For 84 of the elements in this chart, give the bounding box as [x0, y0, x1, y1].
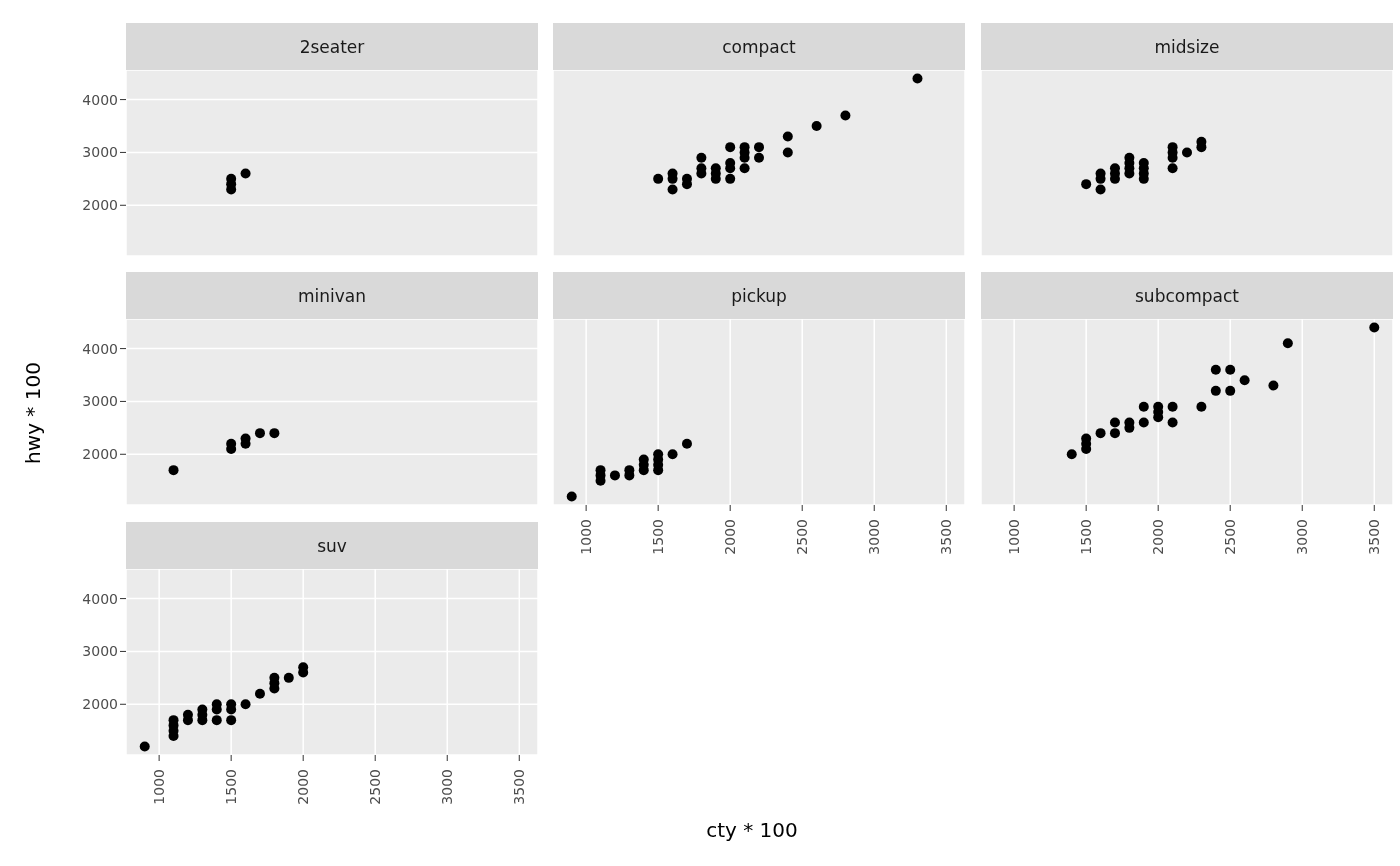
point: [566, 491, 577, 502]
x-tick-label: 3000: [439, 769, 456, 805]
point: [754, 152, 764, 163]
x-tick-label: 1000: [1006, 519, 1023, 555]
point: [269, 428, 280, 439]
x-tick-label: 1500: [650, 519, 667, 555]
point: [667, 449, 678, 460]
point: [811, 121, 822, 132]
point: [653, 173, 664, 184]
x-tick-label: 2000: [722, 519, 739, 555]
point: [1239, 375, 1250, 386]
y-tick-label: 4000: [82, 590, 118, 607]
point: [1369, 322, 1380, 333]
y-tick-label: 2000: [82, 197, 118, 214]
point: [667, 184, 678, 195]
y-tick-label: 3000: [82, 643, 118, 660]
point: [782, 131, 793, 142]
point: [1210, 385, 1221, 396]
point: [1167, 417, 1178, 428]
point: [1138, 417, 1149, 428]
point: [1109, 428, 1120, 439]
chart-title: suv: [317, 535, 347, 556]
point: [1182, 147, 1192, 158]
point: [1109, 417, 1120, 428]
x-tick-label: 3500: [511, 769, 528, 805]
chart-title: minivan: [297, 285, 367, 306]
point: [1066, 449, 1077, 460]
x-tick-label: 1500: [223, 769, 240, 805]
x-tick-label: 3500: [1366, 519, 1383, 555]
chart-title: 2seater: [299, 36, 365, 57]
y-axis-title: hwy * 100: [21, 362, 45, 464]
y-tick-label: 3000: [82, 144, 118, 161]
point: [240, 168, 251, 179]
x-tick-label: 1000: [151, 769, 168, 805]
point: [681, 438, 692, 449]
point: [725, 173, 736, 184]
x-tick-label: 3000: [866, 519, 883, 555]
point: [283, 672, 294, 683]
x-tick-label: 2500: [794, 519, 811, 555]
y-tick-label: 4000: [82, 91, 118, 108]
x-tick-label: 3500: [938, 519, 955, 555]
point: [240, 699, 251, 710]
point: [1081, 179, 1092, 190]
x-tick-label: 2500: [1222, 519, 1239, 555]
point: [782, 147, 793, 158]
point: [1138, 401, 1149, 412]
point: [139, 741, 150, 752]
point: [1225, 364, 1236, 375]
point: [254, 428, 265, 439]
point: [739, 163, 750, 174]
point: [912, 73, 923, 84]
x-tick-label: 2000: [1150, 519, 1167, 555]
point: [1282, 338, 1293, 349]
y-tick-label: 2000: [82, 446, 118, 463]
point: [1225, 385, 1236, 396]
chart-title: midsize: [1154, 36, 1220, 57]
point: [754, 142, 764, 153]
point: [1196, 401, 1207, 412]
point: [226, 715, 237, 726]
point: [609, 470, 620, 481]
point: [725, 142, 736, 153]
x-tick-label: 3000: [1294, 519, 1311, 555]
point: [254, 688, 265, 699]
y-tick-label: 3000: [82, 393, 118, 410]
point: [1167, 401, 1178, 412]
point: [696, 152, 707, 163]
x-tick-label: 1000: [578, 519, 595, 555]
point: [1095, 428, 1106, 439]
y-tick-label: 4000: [82, 340, 118, 357]
x-tick-label: 2500: [367, 769, 384, 805]
x-tick-label: 2000: [295, 769, 312, 805]
point: [1167, 163, 1178, 174]
chart-title: pickup: [731, 285, 787, 306]
point: [1095, 184, 1106, 195]
point: [211, 715, 222, 726]
point: [168, 465, 179, 476]
x-axis-title: cty * 100: [706, 818, 798, 842]
point: [840, 110, 851, 121]
point: [1210, 364, 1221, 375]
point: [1268, 380, 1279, 391]
y-tick-label: 2000: [82, 696, 118, 713]
chart-title: compact: [722, 36, 796, 57]
x-tick-label: 1500: [1078, 519, 1095, 555]
chart-title: subcompact: [1135, 285, 1239, 306]
